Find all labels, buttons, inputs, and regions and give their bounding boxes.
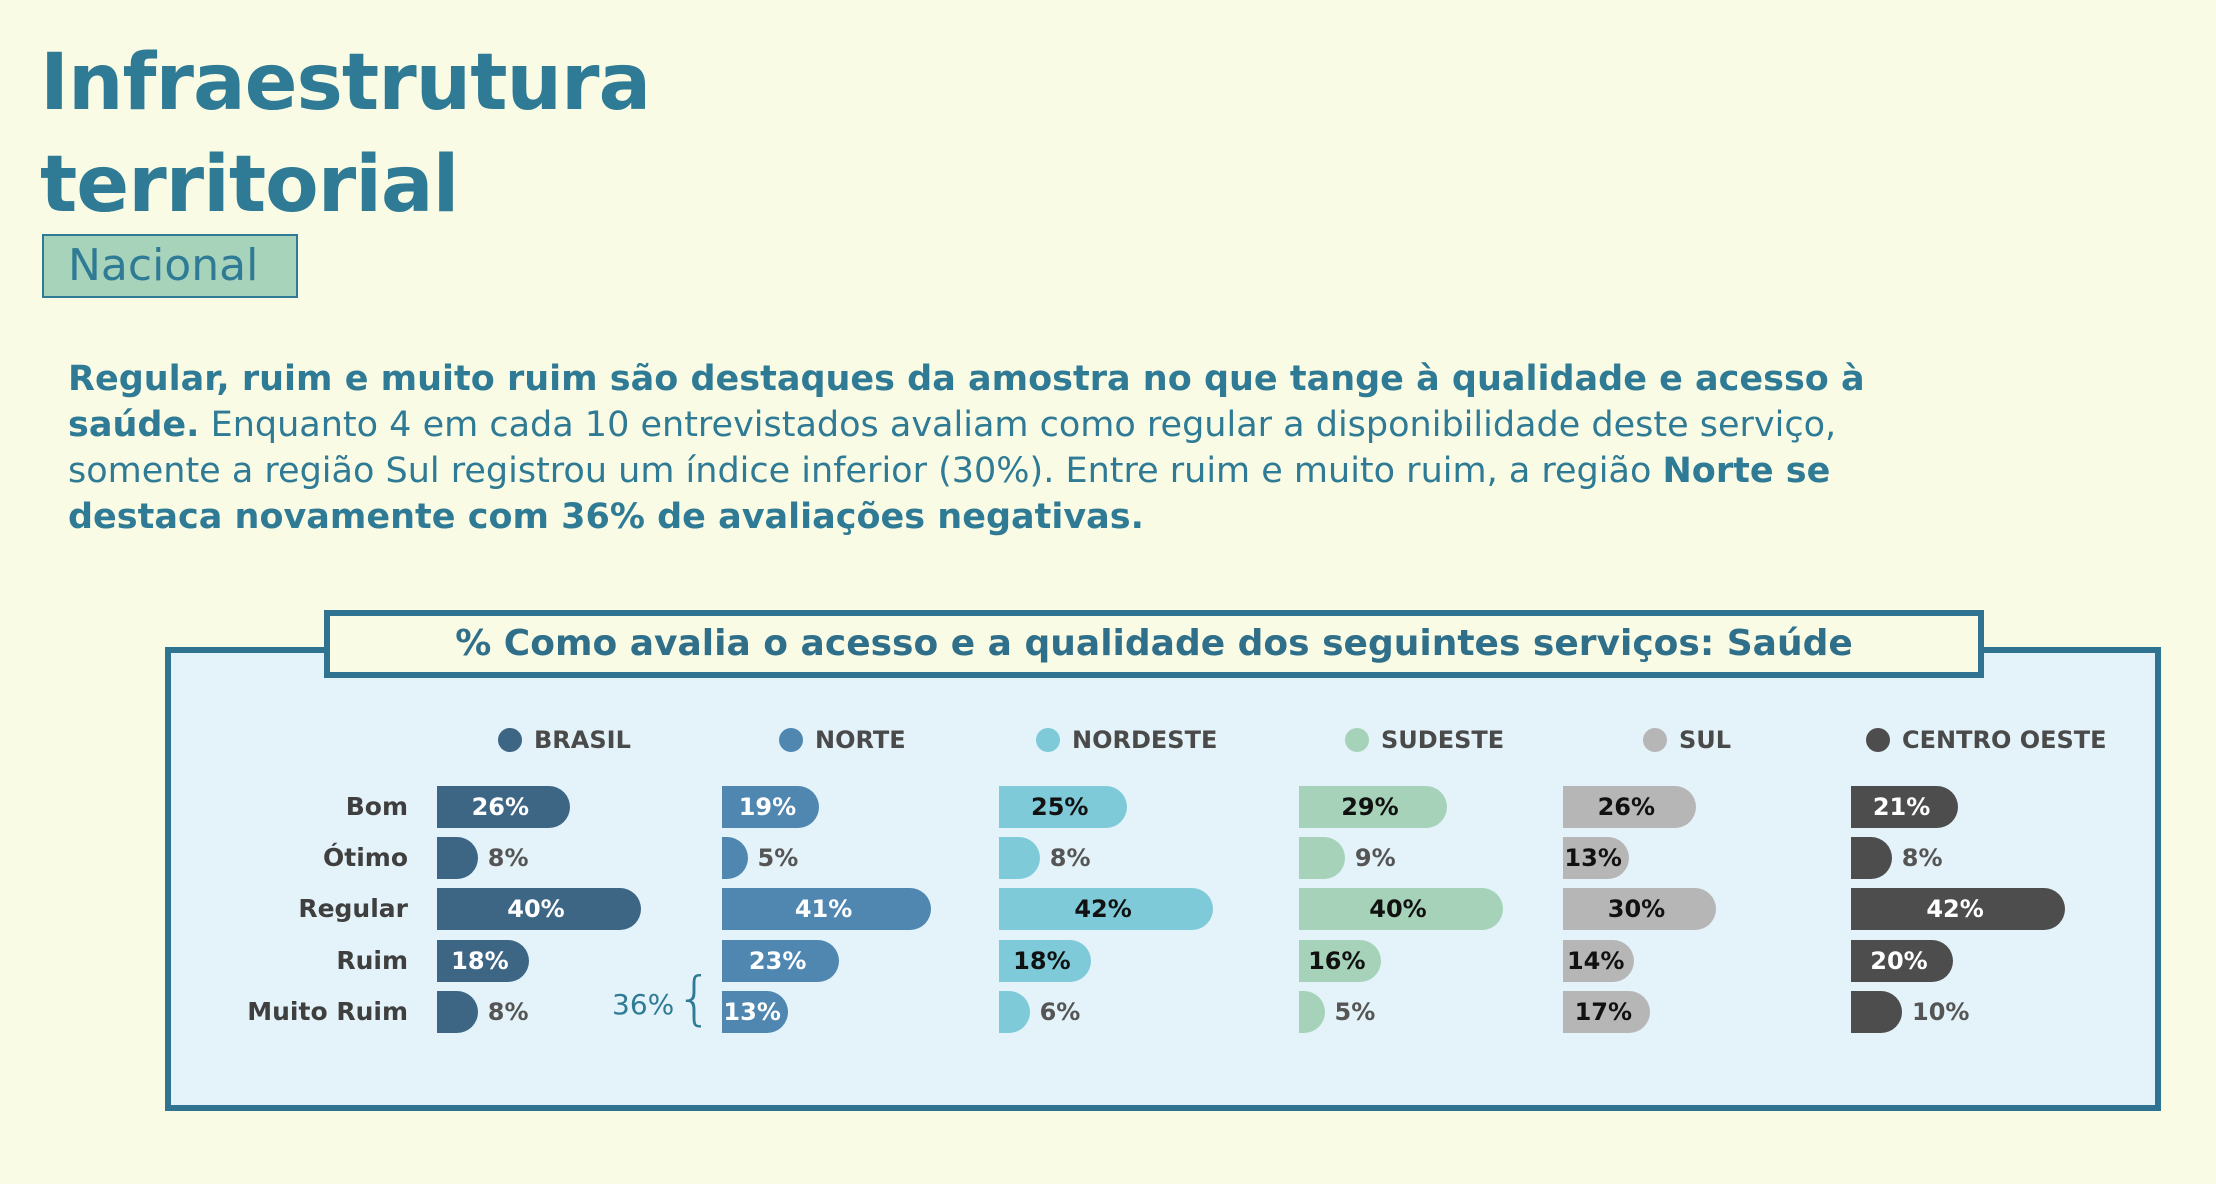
row-label-2: Regular bbox=[298, 894, 408, 923]
legend-dot-icon bbox=[1866, 728, 1890, 752]
bar bbox=[1299, 940, 1381, 982]
bar bbox=[437, 888, 641, 930]
bar bbox=[722, 786, 819, 828]
data-label: 21% bbox=[1872, 793, 1931, 821]
bar bbox=[722, 991, 789, 1033]
bar bbox=[1299, 786, 1447, 828]
data-label: 9% bbox=[1354, 844, 1396, 872]
bar bbox=[1563, 786, 1696, 828]
bar bbox=[722, 940, 840, 982]
data-label: 18% bbox=[451, 947, 509, 975]
bar bbox=[1563, 837, 1630, 879]
data-label: 30% bbox=[1607, 895, 1666, 923]
bar bbox=[1851, 940, 1953, 982]
row-label-0: Bom bbox=[345, 792, 408, 821]
summary-bold-end: Norte se destaca novamente com 36% de av… bbox=[68, 451, 1831, 537]
chart-panel bbox=[165, 647, 2161, 1111]
legend-dot-icon bbox=[1643, 728, 1667, 752]
data-label: 8% bbox=[487, 998, 529, 1026]
bar bbox=[999, 837, 1040, 879]
bar bbox=[722, 888, 932, 930]
summary-bold-lead: Regular, ruim e muito ruim são destaques… bbox=[68, 359, 1865, 445]
legend-dot-icon bbox=[498, 728, 522, 752]
data-label: 41% bbox=[794, 895, 853, 923]
page-title-line1: Infraestrutura bbox=[40, 38, 651, 128]
bar bbox=[437, 991, 478, 1033]
data-label: 42% bbox=[1926, 895, 1984, 923]
bar bbox=[999, 786, 1127, 828]
data-label: 20% bbox=[1870, 947, 1928, 975]
legend-label: NORTE bbox=[815, 726, 906, 754]
bar bbox=[1563, 991, 1650, 1033]
data-label: 13% bbox=[1564, 844, 1622, 872]
chart-title: % Como avalia o acesso e a qualidade dos… bbox=[324, 610, 1984, 678]
data-label: 40% bbox=[1369, 895, 1427, 923]
scope-badge: Nacional bbox=[42, 234, 298, 298]
bar bbox=[1299, 888, 1503, 930]
bar bbox=[437, 837, 478, 879]
data-label: 23% bbox=[748, 947, 807, 975]
data-label: 8% bbox=[1901, 844, 1943, 872]
bar bbox=[1299, 837, 1345, 879]
bar bbox=[999, 991, 1030, 1033]
legend-label: BRASIL bbox=[534, 726, 631, 754]
data-label: 25% bbox=[1031, 793, 1089, 821]
bar bbox=[437, 786, 570, 828]
bar bbox=[437, 940, 529, 982]
legend-label: SUL bbox=[1679, 726, 1732, 754]
legend-label: CENTRO OESTE bbox=[1902, 726, 2107, 754]
page-title: Infraestrutura territorial bbox=[40, 32, 651, 236]
bar bbox=[999, 940, 1091, 982]
data-label: 13% bbox=[723, 998, 781, 1026]
legend-label: NORDESTE bbox=[1072, 726, 1218, 754]
data-label: 5% bbox=[757, 844, 799, 872]
data-label: 29% bbox=[1341, 793, 1399, 821]
brace-icon: { bbox=[676, 964, 713, 1032]
summary-text: Enquanto 4 em cada 10 entrevistados aval… bbox=[68, 405, 1837, 491]
legend-dot-icon bbox=[1345, 728, 1369, 752]
data-label: 5% bbox=[1334, 998, 1376, 1026]
page-title-line2: territorial bbox=[40, 140, 459, 230]
data-label: 6% bbox=[1039, 998, 1081, 1026]
bar bbox=[999, 888, 1214, 930]
data-label: 18% bbox=[1013, 947, 1071, 975]
row-label-3: Ruim bbox=[336, 946, 408, 975]
data-label: 40% bbox=[507, 895, 565, 923]
legend-dot-icon bbox=[779, 728, 803, 752]
data-label: 10% bbox=[1912, 998, 1970, 1026]
data-label: 26% bbox=[471, 793, 530, 821]
bar bbox=[1851, 991, 1902, 1033]
row-label-1: Ótimo bbox=[323, 843, 408, 872]
row-label-4: Muito Ruim bbox=[247, 997, 408, 1026]
bar bbox=[1851, 837, 1892, 879]
data-label: 8% bbox=[487, 844, 529, 872]
legend-dot-icon bbox=[1036, 728, 1060, 752]
data-label: 26% bbox=[1597, 793, 1656, 821]
data-label: 17% bbox=[1574, 998, 1633, 1026]
data-label: 42% bbox=[1074, 895, 1132, 923]
data-label: 14% bbox=[1566, 947, 1625, 975]
data-label: 19% bbox=[738, 793, 797, 821]
legend-label: SUDESTE bbox=[1381, 726, 1505, 754]
bar bbox=[1563, 940, 1635, 982]
data-label: 8% bbox=[1049, 844, 1091, 872]
bar bbox=[1563, 888, 1716, 930]
data-label: 16% bbox=[1308, 947, 1366, 975]
bar bbox=[1851, 786, 1959, 828]
norte-negative-total-label: 36% bbox=[612, 988, 675, 1021]
summary-paragraph: Regular, ruim e muito ruim são destaques… bbox=[68, 356, 1948, 540]
bar bbox=[1851, 888, 2066, 930]
